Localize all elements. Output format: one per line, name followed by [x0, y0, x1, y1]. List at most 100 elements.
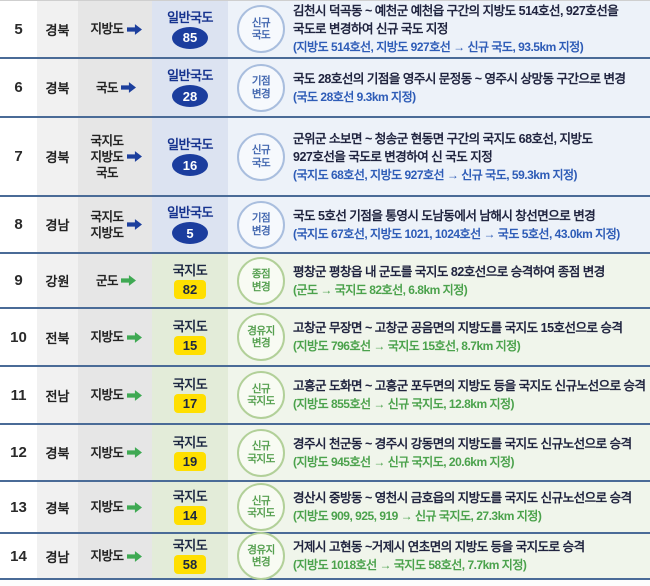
road-before-cell: 지방도: [78, 534, 152, 578]
description-detail: (군도 → 국지도 82호선, 6.8km 지정): [293, 282, 468, 297]
road-before-cell: 지방도: [78, 425, 152, 480]
description-text: 거제시 고현동 ~거제시 연초면의 지방도 등을 국지도로 승격: [293, 540, 585, 554]
province-label: 경남: [37, 534, 78, 578]
row-number: 13: [0, 482, 37, 532]
row-detail-area: 신규 국도 김천시 덕곡동 ~ 예천군 예천읍 구간의 지방도 514호선, 92…: [228, 1, 650, 57]
route-shield-cell: 국지도 19: [152, 425, 228, 480]
province-label: 경북: [37, 59, 78, 116]
description-detail: (지방도 1018호선 → 국지도 58호선, 7.7km 지정): [293, 558, 527, 572]
row-detail-area: 기점 변경 국도 28호선의 기점을 영주시 문정동 ~ 영주시 상망동 구간으로…: [228, 59, 650, 116]
province-label: 전북: [37, 309, 78, 365]
road-before-label: 국지도 지방도 국도: [90, 133, 124, 180]
road-before-label: 국도: [95, 80, 119, 95]
province-label: 경북: [37, 1, 78, 57]
route-number-shield: 28: [172, 85, 208, 107]
province-label: 경남: [37, 197, 78, 252]
route-type-label: 국지도: [172, 538, 208, 553]
description-detail: (지방도 855호선 → 신규 국지도, 12.8km 지정): [293, 397, 515, 411]
description: 거제시 고현동 ~거제시 연초면의 지방도 등을 국지도로 승격 (지방도 10…: [293, 538, 585, 574]
table-row: 6 경북 국도 일반국도 28 기점 변경 국도 28호선의 기점을 영주시 문정…: [0, 59, 650, 118]
description: 고창군 무장면 ~ 고창군 공음면의 지방도를 국지도 15호선으로 승격 (지…: [293, 319, 623, 355]
table-row: 8 경남 국지도 지방도 일반국도 5 기점 변경 국도 5호선 기점을 통영시 도…: [0, 197, 650, 254]
change-type-badge: 신규 국지도: [237, 483, 285, 531]
province-label: 강원: [37, 254, 78, 307]
route-type-label: 일반국도: [167, 137, 213, 152]
arrow-right-icon: [126, 331, 142, 343]
route-type-label: 국지도: [172, 489, 208, 504]
arrow-right-icon: [126, 447, 142, 458]
row-number: 5: [0, 1, 37, 57]
table-row: 11 전남 지방도 국지도 17 신규 국지도 고흥군 도화면 ~ 고흥군 포두면…: [0, 367, 650, 425]
road-before-label: 지방도: [90, 445, 124, 460]
route-type-label: 국지도: [172, 377, 208, 392]
table-row: 13 경북 지방도 국지도 14 신규 국지도 경산시 중방동 ~ 영천시 금호읍…: [0, 482, 650, 534]
province-label: 경북: [37, 118, 78, 195]
description-text: 경주시 천군동 ~ 경주시 강동면의 지방도를 국지도 신규노선으로 승격: [293, 436, 632, 451]
row-detail-area: 신규 국지도 경산시 중방동 ~ 영천시 금호읍의 지방도를 국지도 신규노선으로…: [228, 482, 650, 532]
row-number: 11: [0, 367, 37, 423]
change-type-badge: 신규 국도: [237, 132, 285, 181]
description-text: 국도 28호선의 기점을 영주시 문정동 ~ 영주시 상망동 구간으로 변경: [293, 71, 626, 86]
table-row: 10 전북 지방도 국지도 15 경유지 변경 고창군 무장면 ~ 고창군 공음면…: [0, 309, 650, 367]
description: 국도 5호선 기점을 통영시 도남동에서 남해시 창선면으로 변경 (국지도 6…: [293, 207, 620, 243]
road-before-cell: 국지도 지방도: [78, 197, 152, 252]
route-type-label: 국지도: [172, 434, 208, 450]
road-before-label: 지방도: [90, 549, 124, 563]
change-type-badge: 경유지 변경: [237, 313, 285, 361]
description-text: 경산시 중방동 ~ 영천시 금호읍의 지방도를 국지도 신규노선으로 승격: [293, 491, 632, 505]
road-before-cell: 지방도: [78, 482, 152, 532]
route-type-label: 일반국도: [167, 9, 213, 25]
route-number-shield: 82: [174, 279, 206, 299]
row-detail-area: 기점 변경 국도 5호선 기점을 통영시 도남동에서 남해시 창선면으로 변경 (…: [228, 197, 650, 252]
description-detail: (지방도 945호선 → 신규 국지도, 20.6km 지정): [293, 454, 515, 469]
road-before-label: 지방도: [90, 500, 124, 514]
route-number-shield: 19: [174, 451, 206, 471]
change-type-badge: 신규 국지도: [237, 371, 285, 419]
arrow-right-icon: [126, 23, 142, 35]
table-row: 7 경북 국지도 지방도 국도 일반국도 16 신규 국도 군위군 소보면 ~ 청송군…: [0, 118, 650, 197]
change-type-badge: 경유지 변경: [237, 532, 285, 580]
route-type-label: 일반국도: [167, 205, 213, 220]
table-row: 12 경북 지방도 국지도 19 신규 국지도 경주시 천군동 ~ 경주시 강동면…: [0, 425, 650, 482]
description-text: 군위군 소보면 ~ 청송군 현동면 구간의 국지도 68호선, 지방도 927호선…: [293, 131, 593, 164]
arrow-right-icon: [126, 550, 142, 562]
change-type-badge: 종점 변경: [237, 256, 285, 305]
road-before-cell: 국도: [78, 59, 152, 116]
route-type-label: 일반국도: [167, 68, 213, 83]
change-type-badge: 신규 국도: [237, 5, 285, 53]
row-number: 8: [0, 197, 37, 252]
description: 김천시 덕곡동 ~ 예천군 예천읍 구간의 지방도 514호선, 927호선을 국…: [293, 2, 619, 56]
row-number: 7: [0, 118, 37, 195]
row-detail-area: 경유지 변경 고창군 무장면 ~ 고창군 공음면의 지방도를 국지도 15호선으로…: [228, 309, 650, 365]
route-shield-cell: 국지도 58: [152, 534, 228, 578]
road-before-label: 군도: [95, 273, 119, 288]
route-shield-cell: 일반국도 5: [152, 197, 228, 252]
description: 경주시 천군동 ~ 경주시 강동면의 지방도를 국지도 신규노선으로 승격 (지…: [293, 435, 632, 471]
row-number: 10: [0, 309, 37, 365]
row-number: 12: [0, 425, 37, 480]
route-shield-cell: 국지도 17: [152, 367, 228, 423]
route-number-shield: 58: [174, 555, 206, 574]
road-before-label: 지방도: [90, 388, 124, 402]
change-type-badge: 기점 변경: [237, 63, 285, 112]
change-type-badge: 기점 변경: [237, 200, 285, 249]
description-text: 국도 5호선 기점을 통영시 도남동에서 남해시 창선면으로 변경: [293, 208, 596, 223]
description-detail: (국도 28호선 9.3km 지정): [293, 89, 416, 104]
description: 국도 28호선의 기점을 영주시 문정동 ~ 영주시 상망동 구간으로 변경 (…: [293, 70, 626, 106]
road-before-cell: 지방도: [78, 367, 152, 423]
row-detail-area: 신규 국지도 경주시 천군동 ~ 경주시 강동면의 지방도를 국지도 신규노선으로…: [228, 425, 650, 480]
arrow-right-icon: [126, 501, 142, 513]
description-text: 고흥군 도화면 ~ 고흥군 포두면의 지방도 등을 국지도 신규노선으로 승격: [293, 379, 646, 393]
route-shield-cell: 국지도 15: [152, 309, 228, 365]
arrow-right-icon: [126, 151, 142, 162]
description: 군위군 소보면 ~ 청송군 현동면 구간의 국지도 68호선, 지방도 927호선…: [293, 130, 593, 184]
route-type-label: 국지도: [172, 319, 208, 334]
route-number-shield: 15: [174, 336, 206, 355]
row-detail-area: 종점 변경 평창군 평창읍 내 군도를 국지도 82호선으로 승격하여 종점 변경…: [228, 254, 650, 307]
bottom-spacer: [0, 580, 650, 586]
road-before-cell: 군도: [78, 254, 152, 307]
route-shield-cell: 일반국도 85: [152, 1, 228, 57]
province-label: 전남: [37, 367, 78, 423]
description-text: 평창군 평창읍 내 군도를 국지도 82호선으로 승격하여 종점 변경: [293, 264, 605, 279]
